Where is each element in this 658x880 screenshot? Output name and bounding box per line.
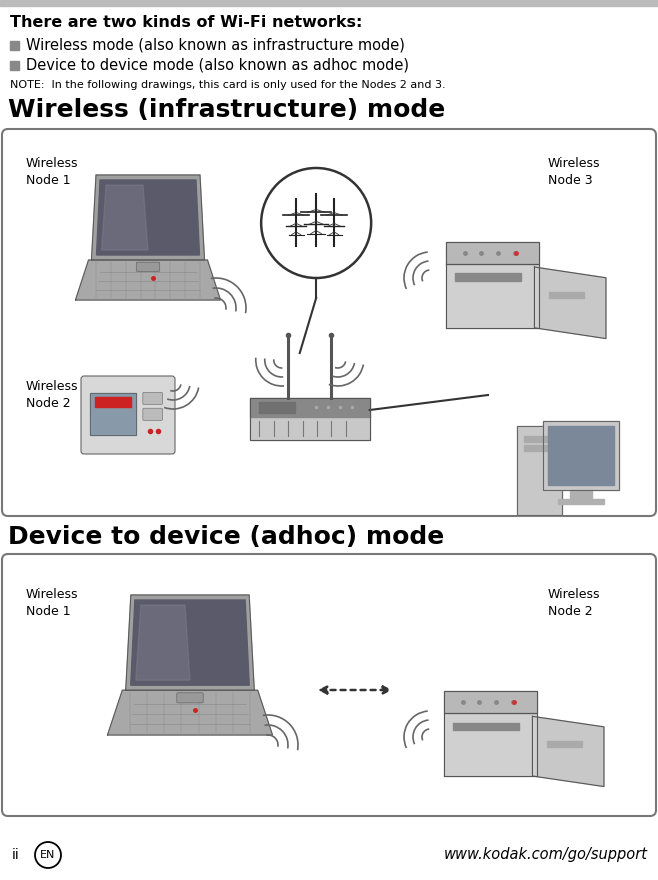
Polygon shape xyxy=(126,595,254,690)
Text: ii: ii xyxy=(12,848,20,862)
Polygon shape xyxy=(101,185,148,250)
Bar xyxy=(559,499,603,503)
Text: Wireless (infrastructure) mode: Wireless (infrastructure) mode xyxy=(8,98,445,122)
Bar xyxy=(90,393,136,435)
Polygon shape xyxy=(131,600,249,686)
Bar xyxy=(250,398,370,440)
Bar xyxy=(570,490,592,499)
Bar xyxy=(517,426,561,515)
Polygon shape xyxy=(534,267,606,339)
Polygon shape xyxy=(97,180,199,255)
Polygon shape xyxy=(444,713,538,776)
Text: Wireless
Node 1: Wireless Node 1 xyxy=(26,157,78,187)
Polygon shape xyxy=(444,692,538,713)
Text: NOTE:  In the following drawings, this card is only used for the Nodes 2 and 3.: NOTE: In the following drawings, this ca… xyxy=(10,80,445,90)
Bar xyxy=(90,393,136,435)
Polygon shape xyxy=(446,264,540,327)
Bar xyxy=(517,426,561,515)
Bar xyxy=(547,741,582,746)
Text: www.kodak.com/go/support: www.kodak.com/go/support xyxy=(444,847,648,862)
Text: Wireless
Node 2: Wireless Node 2 xyxy=(548,588,601,618)
Text: There are two kinds of Wi-Fi networks:: There are two kinds of Wi-Fi networks: xyxy=(10,15,363,30)
Text: Device to device mode (also known as adhoc mode): Device to device mode (also known as adh… xyxy=(26,58,409,73)
Bar xyxy=(95,397,132,407)
Polygon shape xyxy=(446,241,540,264)
Polygon shape xyxy=(91,175,205,260)
FancyBboxPatch shape xyxy=(143,392,163,405)
Polygon shape xyxy=(532,716,604,787)
Bar xyxy=(544,421,619,490)
Bar xyxy=(453,722,519,730)
FancyBboxPatch shape xyxy=(136,262,160,271)
Bar xyxy=(549,292,584,297)
Bar xyxy=(548,426,614,485)
Bar xyxy=(524,436,555,442)
Text: Wireless
Node 1: Wireless Node 1 xyxy=(26,588,78,618)
Bar xyxy=(250,398,370,417)
Bar xyxy=(259,401,295,414)
Bar xyxy=(10,41,19,50)
Text: Device to device (adhoc) mode: Device to device (adhoc) mode xyxy=(8,525,444,549)
Circle shape xyxy=(261,168,371,278)
Bar xyxy=(0,0,658,6)
FancyBboxPatch shape xyxy=(177,693,203,703)
Bar xyxy=(544,421,619,490)
Bar xyxy=(524,445,555,451)
Bar xyxy=(250,417,370,440)
Bar xyxy=(455,274,520,281)
Text: Wireless
Node 2: Wireless Node 2 xyxy=(26,380,78,410)
Text: EN: EN xyxy=(40,850,56,860)
FancyBboxPatch shape xyxy=(81,376,175,454)
FancyBboxPatch shape xyxy=(2,554,656,816)
Polygon shape xyxy=(76,260,220,300)
Bar xyxy=(10,61,19,70)
Polygon shape xyxy=(107,690,272,735)
Polygon shape xyxy=(136,605,190,680)
Text: Wireless mode (also known as infrastructure mode): Wireless mode (also known as infrastruct… xyxy=(26,38,405,53)
FancyBboxPatch shape xyxy=(143,408,163,421)
FancyBboxPatch shape xyxy=(2,129,656,516)
Text: Wireless
Node 3: Wireless Node 3 xyxy=(548,157,601,187)
